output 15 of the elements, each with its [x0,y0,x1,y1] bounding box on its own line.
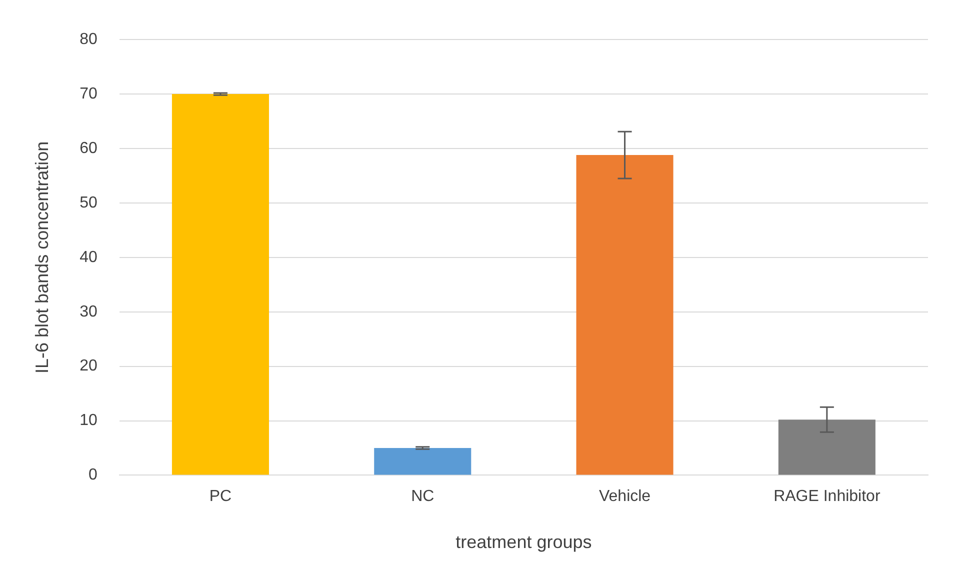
y-tick-label: 70 [80,85,98,102]
y-tick-label: 50 [80,194,98,212]
y-tick-label: 0 [88,466,98,484]
y-axis-title: IL-6 blot bands concentration [32,141,52,374]
y-tick-label: 80 [80,31,98,48]
x-tick-label: RAGE Inhibitor [774,488,881,506]
x-tick-label: Vehicle [598,488,651,506]
y-tick-label: 10 [80,412,98,430]
y-tick-label: 60 [80,140,98,157]
x-tick-label: NC [411,488,434,506]
x-axis-title: treatment groups [456,532,592,552]
y-tick-label: 30 [80,303,98,320]
y-tick-label: 40 [80,248,98,266]
y-tick-label: 20 [80,358,98,375]
x-tick-label: PC [209,488,232,506]
